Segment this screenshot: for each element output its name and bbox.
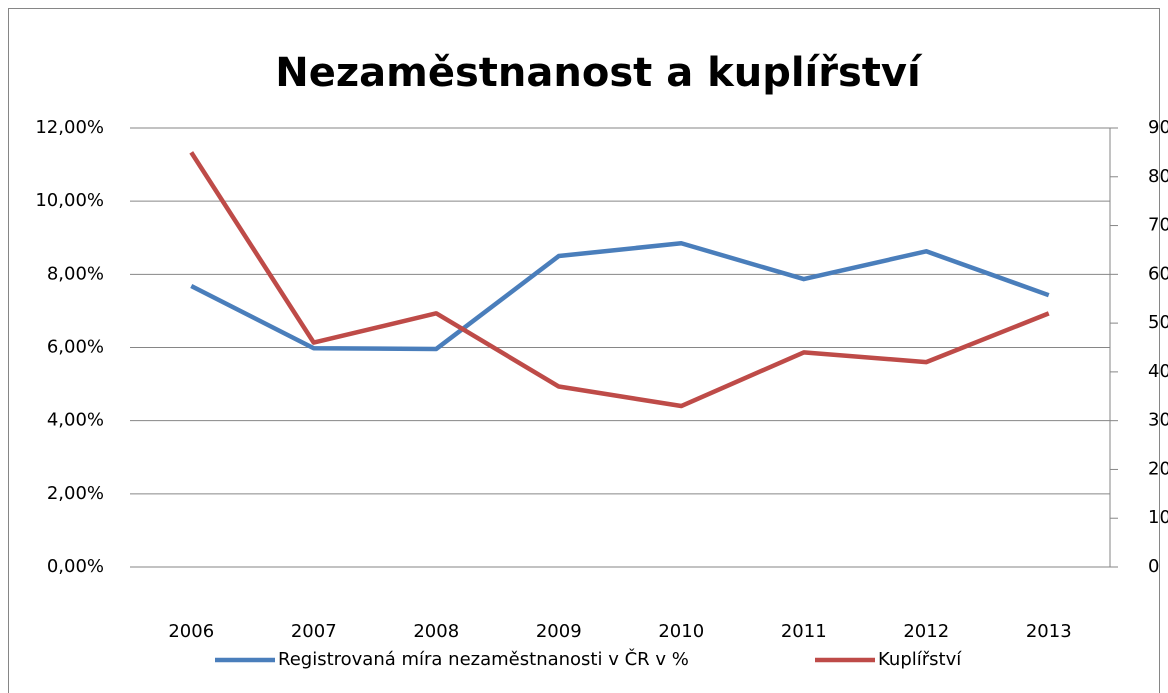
y2-tick-label: 40: [1148, 361, 1168, 382]
x-tick-label: 2013: [1026, 621, 1072, 642]
legend-label: Registrovaná míra nezaměstnanosti v ČR v…: [278, 648, 689, 670]
y2-tick-label: 90: [1148, 117, 1168, 138]
x-tick-label: 2007: [291, 621, 337, 642]
y2-tick-label: 0: [1148, 556, 1159, 577]
x-tick-label: 2006: [168, 621, 214, 642]
y-tick-label: 8,00%: [47, 263, 104, 284]
x-tick-label: 2008: [413, 621, 459, 642]
x-tick-label: 2010: [658, 621, 704, 642]
chart-title: Nezaměstnanost a kuplířství: [275, 50, 923, 96]
line-series: [190, 240, 1050, 352]
y2-tick-label: 30: [1148, 410, 1168, 431]
y2-tick-label: 70: [1148, 215, 1168, 236]
y-tick-label: 6,00%: [47, 337, 104, 358]
y2-tick-label: 20: [1148, 458, 1168, 479]
legend-label: Kuplířství: [878, 649, 962, 670]
x-tick-label: 2012: [903, 621, 949, 642]
y-tick-label: 10,00%: [35, 190, 104, 211]
y-tick-label: 12,00%: [35, 117, 104, 138]
y2-tick-label: 50: [1148, 312, 1168, 333]
x-tick-label: 2009: [536, 621, 582, 642]
line-series: [189, 151, 1050, 409]
chart-border: [8, 8, 1160, 693]
y2-tick-label: 80: [1148, 166, 1168, 187]
y-tick-label: 2,00%: [47, 483, 104, 504]
x-tick-label: 2011: [781, 621, 827, 642]
y2-tick-label: 60: [1148, 263, 1168, 284]
y2-tick-label: 10: [1148, 507, 1168, 528]
y-tick-label: 4,00%: [47, 410, 104, 431]
y-tick-label: 0,00%: [47, 556, 104, 577]
